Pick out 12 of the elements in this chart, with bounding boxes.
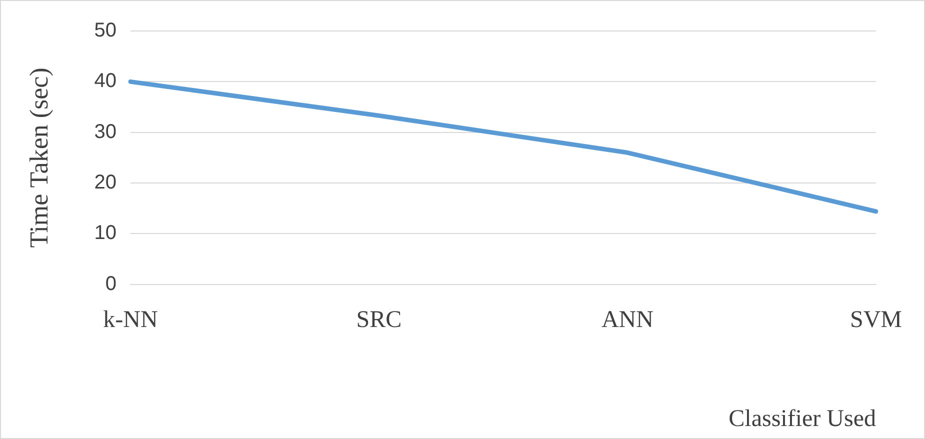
y-tick-label: 40 [94,70,116,92]
x-tick-label: ANN [601,307,654,334]
y-tick-label: 50 [94,20,116,42]
x-axis-title: Classifier Used [728,406,876,432]
y-tick-label: 20 [94,172,116,194]
x-tick-label: k-NN [103,307,158,334]
y-tick-label: 10 [94,222,116,244]
y-tick-label: 30 [94,120,116,143]
x-tick-label: SRC [356,307,402,334]
x-tick-label: SVM [850,307,902,334]
y-axis-title: Time Taken (sec) [24,68,54,248]
y-tick-label: 0 [105,272,116,295]
